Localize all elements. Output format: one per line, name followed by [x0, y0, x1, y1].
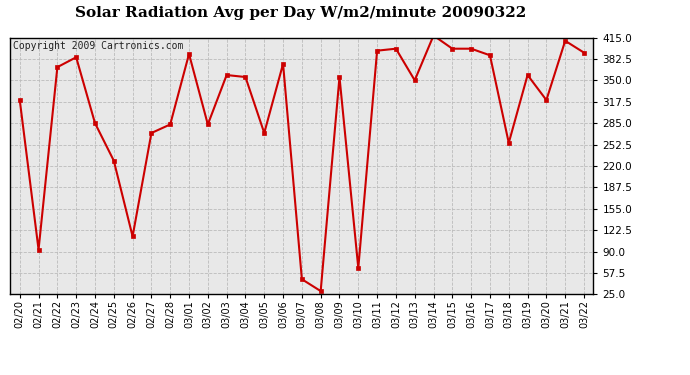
Text: Solar Radiation Avg per Day W/m2/minute 20090322: Solar Radiation Avg per Day W/m2/minute … [75, 6, 526, 20]
Text: Copyright 2009 Cartronics.com: Copyright 2009 Cartronics.com [13, 41, 184, 51]
